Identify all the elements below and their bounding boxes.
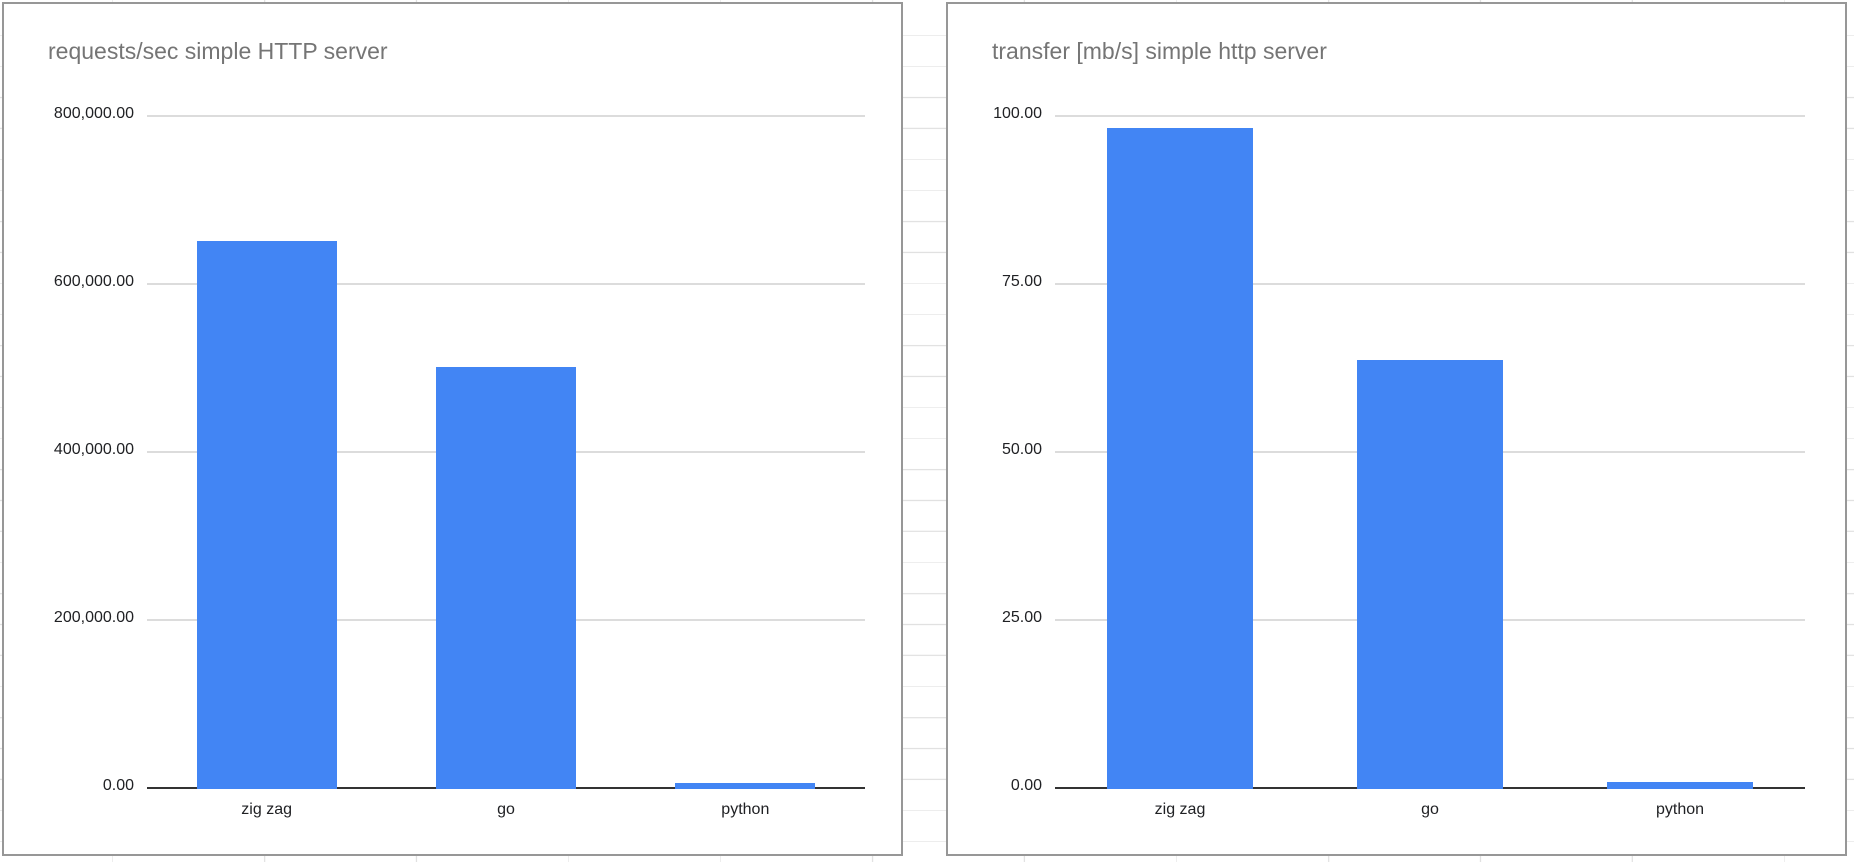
bar-python [675,782,816,789]
plot-area [1055,115,1805,789]
y-axis-tick-label: 50.00 [1001,441,1042,458]
y-axis-tick-label: 800,000.00 [53,105,134,122]
y-axis-tick-label: 600,000.00 [53,273,134,290]
bar-go [1356,360,1504,789]
x-axis-category-label: go [497,801,515,818]
x-axis-category-label: go [1421,801,1439,818]
bar-zig-zag [196,241,337,789]
x-axis-category-label: zig zag [241,801,293,818]
gridline [147,115,865,117]
y-axis-tick-label: 100.00 [993,105,1042,122]
gridline [1055,283,1805,285]
bar-zig-zag [1106,128,1254,789]
y-axis-tick-label: 0.00 [1010,777,1042,794]
plot-area [147,115,865,789]
chart-transfer-mbps[interactable]: transfer [mb/s] simple http server 100.0… [946,2,1847,856]
bar-python [1606,782,1754,789]
x-axis-category-label: python [1655,801,1705,818]
bar-go [435,367,576,789]
x-axis-category-label: zig zag [1154,801,1206,818]
chart-title: transfer [mb/s] simple http server [992,38,1327,64]
chart-title: requests/sec simple HTTP server [48,38,388,64]
y-axis-tick-label: 25.00 [1001,609,1042,626]
y-axis-tick-label: 0.00 [102,777,134,794]
y-axis-tick-label: 200,000.00 [53,609,134,626]
chart-requests-per-sec[interactable]: requests/sec simple HTTP server 800,000.… [2,2,903,856]
y-axis-tick-label: 400,000.00 [53,441,134,458]
y-axis-tick-label: 75.00 [1001,273,1042,290]
gridline [1055,115,1805,117]
x-axis-category-label: python [721,801,770,818]
gridline [147,283,865,285]
